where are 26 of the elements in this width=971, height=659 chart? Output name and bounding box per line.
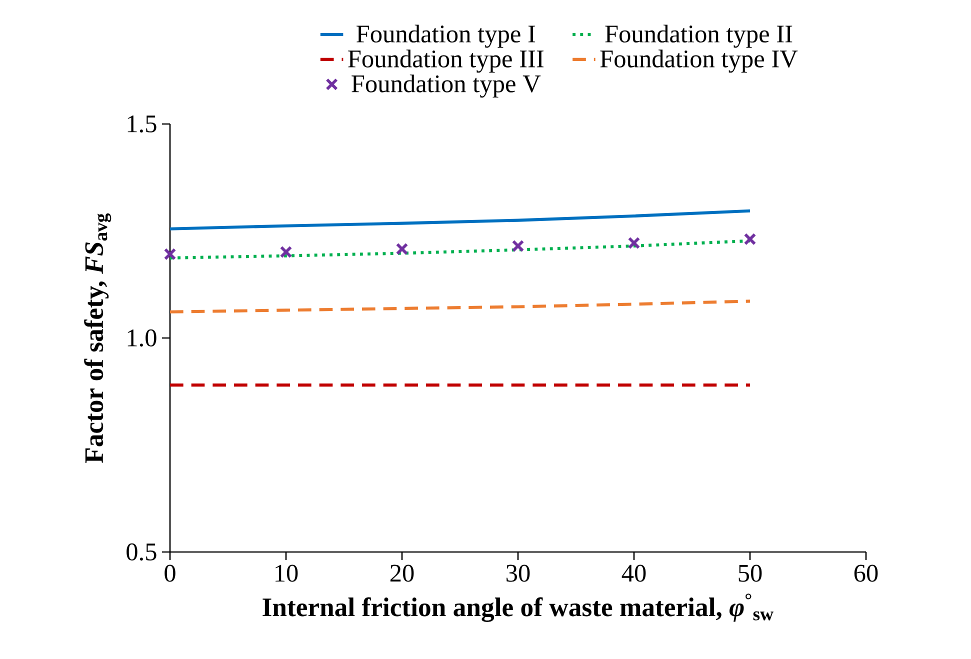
legend-label: Foundation type III <box>348 50 544 73</box>
x-tick-label: 20 <box>390 564 414 582</box>
y-axis-title: Factor of safety, FS$_{avg}$ <box>84 213 112 463</box>
line-series <box>168 239 752 260</box>
line-series <box>168 300 752 314</box>
x-axis-title: Internal friction angle of waste material, φ$^{°}$sw <box>262 594 774 622</box>
x-tick-label: 40 <box>622 564 646 582</box>
y-tick-label: 1.0 <box>128 329 156 347</box>
x-tick-label: 0 <box>164 564 176 582</box>
x-tick-label: 30 <box>506 564 530 582</box>
x-tick-label: 50 <box>738 564 762 582</box>
y-tick-label: 0.5 <box>126 543 156 561</box>
x-tick-label: 60 <box>854 564 878 582</box>
point <box>744 232 756 246</box>
point <box>628 236 640 250</box>
y-tick-label: 1.5 <box>128 115 156 133</box>
point <box>512 240 524 252</box>
legend-label: Foundation type IV <box>600 50 798 73</box>
legend-label: Foundation type V <box>352 74 541 98</box>
legend-label: Foundation type II <box>605 24 792 48</box>
x-tick-label: 10 <box>276 564 298 582</box>
line-series <box>168 209 752 230</box>
point <box>164 248 176 260</box>
point <box>396 242 408 256</box>
point <box>280 246 292 258</box>
legend-label: Foundation type I <box>356 24 536 48</box>
